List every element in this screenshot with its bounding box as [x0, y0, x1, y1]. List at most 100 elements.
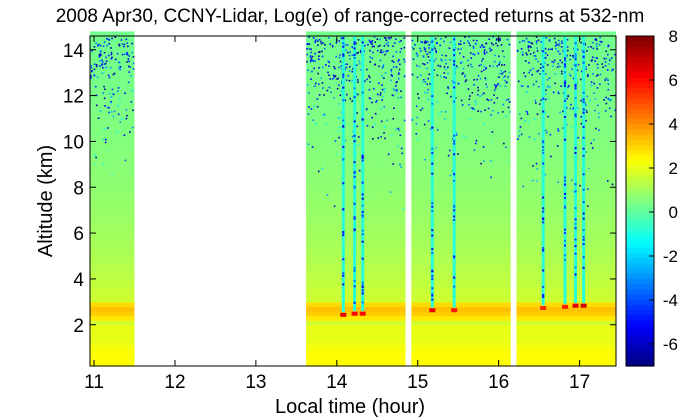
noise-pixel	[504, 70, 507, 73]
noise-pixel	[384, 72, 387, 74]
cloud-noise-pixel	[582, 217, 585, 220]
noise-pixel	[376, 38, 379, 41]
noise-pixel	[546, 98, 549, 100]
noise-pixel	[422, 56, 425, 58]
noise-pixel	[462, 135, 465, 137]
heatmap-band	[516, 347, 616, 353]
noise-pixel	[323, 113, 326, 116]
heatmap-band	[411, 265, 511, 271]
noise-pixel	[103, 41, 106, 43]
cloud-noise-pixel	[574, 190, 577, 193]
noise-pixel	[110, 101, 112, 104]
noise-pixel	[336, 78, 338, 80]
noise-pixel	[317, 83, 320, 86]
cloud-noise-pixel	[574, 207, 577, 210]
noise-pixel	[526, 53, 528, 56]
noise-pixel	[314, 123, 317, 125]
colorbar-band	[626, 237, 654, 243]
noise-pixel	[461, 73, 464, 75]
cloud-noise-pixel	[564, 80, 567, 83]
noise-pixel	[523, 72, 525, 74]
cloud-noise-pixel	[582, 111, 585, 114]
noise-pixel	[418, 65, 421, 68]
noise-pixel	[394, 38, 397, 41]
noise-pixel	[106, 127, 109, 129]
noise-pixel	[554, 72, 557, 75]
noise-pixel	[436, 101, 439, 104]
cloud-noise-pixel	[542, 162, 545, 165]
noise-pixel	[351, 46, 354, 48]
noise-pixel	[590, 84, 593, 87]
cloud-noise-pixel	[353, 269, 356, 272]
heatmap-band	[411, 274, 511, 280]
noise-pixel	[497, 112, 500, 114]
colorbar-band	[626, 149, 654, 156]
noise-pixel	[521, 85, 524, 87]
cloud-noise-pixel	[342, 232, 345, 235]
noise-pixel	[502, 103, 505, 106]
noise-pixel	[114, 58, 117, 61]
noise-pixel	[540, 41, 542, 43]
noise-pixel	[527, 85, 529, 88]
noise-pixel	[443, 40, 445, 43]
cloud-noise-pixel	[564, 254, 567, 257]
noise-pixel	[373, 45, 376, 48]
cloud-noise-pixel	[574, 266, 577, 269]
heatmap-band	[411, 150, 511, 156]
noise-pixel	[101, 63, 103, 65]
noise-pixel	[392, 87, 395, 90]
heatmap-band	[306, 352, 406, 358]
heatmap-band	[306, 329, 406, 335]
noise-pixel	[604, 65, 607, 67]
heatmap-band	[90, 219, 135, 225]
noise-pixel	[125, 38, 128, 41]
noise-pixel	[585, 151, 587, 153]
heatmap-band	[90, 81, 135, 88]
noise-pixel	[445, 111, 447, 113]
noise-pixel	[605, 102, 608, 105]
noise-pixel	[477, 52, 480, 55]
noise-pixel	[340, 80, 343, 83]
noise-pixel	[369, 81, 371, 83]
noise-pixel	[476, 78, 478, 81]
cloud-noise-pixel	[353, 172, 356, 175]
heatmap-band	[90, 178, 135, 184]
noise-pixel	[393, 107, 395, 109]
noise-pixel	[610, 98, 612, 100]
noise-pixel	[101, 72, 104, 75]
noise-pixel	[504, 85, 507, 88]
noise-pixel	[334, 67, 336, 70]
heatmap-band	[411, 278, 511, 285]
noise-pixel	[132, 56, 135, 58]
cloud-noise-pixel	[564, 244, 567, 247]
noise-pixel	[367, 43, 369, 46]
noise-pixel	[557, 128, 559, 130]
noise-pixel	[346, 93, 348, 96]
noise-pixel	[608, 58, 611, 61]
noise-pixel	[572, 190, 575, 193]
heatmap-band	[411, 311, 511, 317]
cloud-noise-pixel	[431, 48, 434, 51]
noise-pixel	[439, 44, 442, 47]
noise-pixel	[321, 167, 324, 170]
noise-pixel	[381, 84, 383, 86]
noise-pixel	[308, 36, 310, 39]
colorbar-band	[626, 144, 654, 151]
cloud-noise-pixel	[582, 125, 585, 128]
noise-pixel	[380, 49, 383, 51]
noise-pixel	[467, 59, 469, 62]
colorbar-tick-label: -6	[663, 335, 678, 354]
cloud-noise-pixel	[542, 293, 545, 296]
cloud-noise-pixel	[431, 202, 434, 205]
heatmap-band	[411, 164, 511, 170]
heatmap-band	[411, 72, 511, 78]
noise-pixel	[334, 75, 337, 78]
noise-pixel	[403, 75, 406, 78]
noise-pixel	[109, 66, 112, 69]
noise-pixel	[335, 41, 338, 44]
noise-pixel	[599, 73, 602, 76]
noise-pixel	[427, 56, 430, 58]
noise-pixel	[415, 105, 418, 108]
noise-pixel	[102, 66, 104, 69]
noise-pixel	[369, 97, 372, 100]
